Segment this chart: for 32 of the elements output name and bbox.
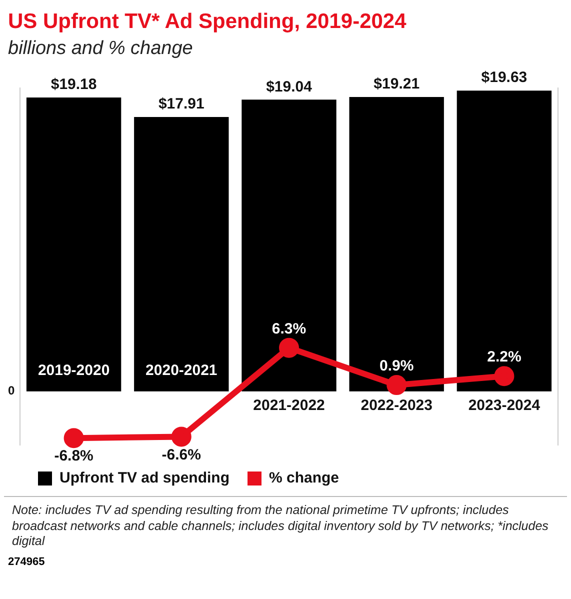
data-label: $17.91 [158,96,204,113]
bar [134,116,229,392]
point [171,426,192,447]
data-label: -6.8% [54,448,94,465]
chart-subtitle: billions and % change [7,37,194,60]
data-label: $19.18 [50,76,97,94]
data-label: $19.63 [481,69,528,86]
legend-label: % change [268,470,340,487]
bar [349,97,444,392]
text: 0 [8,384,15,398]
bar [456,90,552,392]
x-tick-label: 2022-2023 [360,397,432,414]
data-label: 0.9% [380,358,414,375]
text: 274965 [7,554,46,570]
bar [26,98,122,392]
x-tick-label: 2019-2020 [38,362,110,380]
point [64,428,84,448]
data-label: $19.04 [266,78,313,96]
data-label: $19.21 [374,76,420,93]
x-tick-label: 2020-2021 [146,362,218,380]
bar [242,100,336,392]
data-label: -6.6% [162,446,201,464]
x-tick-label: 2021-2022 [253,397,325,414]
point [494,366,514,386]
chart-title: US Upfront TV* Ad Spending, 2019-2024 [7,9,408,34]
text: Note: includes TV ad spending resulting from the national primetime TV upfronts; includes broadcast networks and cable channels; includes digital inventory sold by TV networks; *includes digital [4,496,567,550]
data-label: 6.3% [272,320,306,338]
legend-label: Upfront TV ad spending [60,470,230,487]
x-tick-label: 2023-2024 [468,397,541,414]
point [279,338,299,358]
data-label: 2.2% [487,348,522,366]
point [386,375,407,396]
